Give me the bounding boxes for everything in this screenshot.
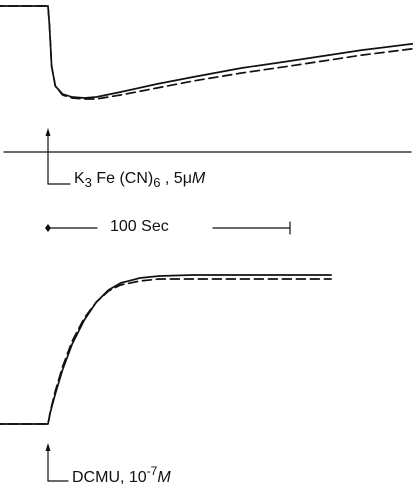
injection-label-bottom: DCMU, 10-7M: [72, 464, 171, 486]
bottom-trace-dashed: [0, 278, 332, 425]
scale-bar: [45, 221, 291, 235]
top-trace-dashed: [0, 5, 413, 100]
injection-label-top: K3 Fe (CN)6 , 5μM: [74, 170, 206, 190]
injection-marker-top: [45, 128, 71, 185]
scale-bar-label: 100 Sec: [110, 218, 169, 235]
scale-bar-left-tick: [45, 224, 51, 232]
injection-marker-bottom: [45, 443, 69, 482]
top-trace-solid: [0, 5, 413, 99]
bottom-trace-solid: [0, 274, 332, 425]
